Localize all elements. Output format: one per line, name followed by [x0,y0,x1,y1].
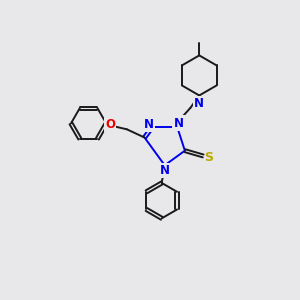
Text: N: N [160,164,170,177]
Text: S: S [204,151,213,164]
Text: N: N [143,118,153,131]
Text: N: N [174,117,184,130]
Text: N: N [174,117,184,130]
Text: N: N [160,164,170,177]
Text: O: O [105,118,115,131]
Text: N: N [143,118,153,131]
Text: N: N [194,97,204,110]
